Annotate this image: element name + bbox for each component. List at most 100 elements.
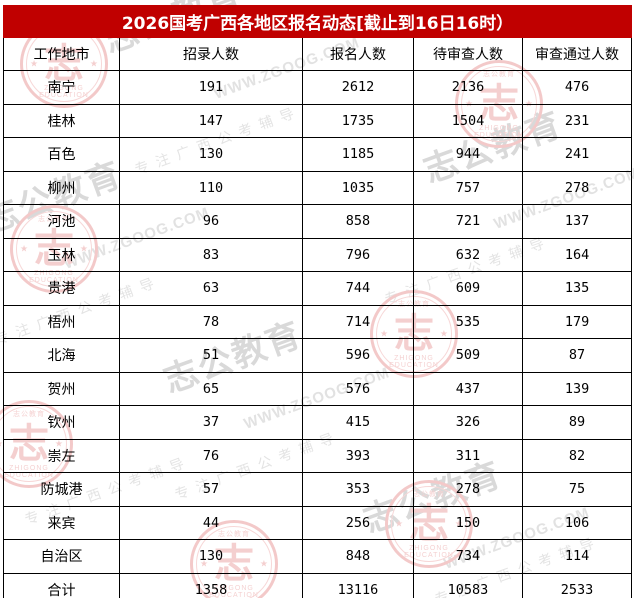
cell-apply: 744 xyxy=(302,271,414,306)
cell-recruit: 147 xyxy=(119,103,303,138)
column-header-passed: 审查通过人数 xyxy=(521,37,633,71)
column-header-pending: 待审查人数 xyxy=(413,37,523,71)
cell-apply: 596 xyxy=(302,338,414,373)
cell-passed: 164 xyxy=(521,237,633,272)
cell-passed: 106 xyxy=(521,505,633,540)
table-row: 梧州 78 714 535 179 xyxy=(3,304,633,339)
cell-pending: 150 xyxy=(413,505,523,540)
cell-pending: 311 xyxy=(413,438,523,473)
cell-city: 崇左 xyxy=(3,438,120,473)
cell-city: 北海 xyxy=(3,338,120,373)
cell-pending: 437 xyxy=(413,371,523,406)
cell-city: 钦州 xyxy=(3,405,120,440)
column-header-apply: 报名人数 xyxy=(302,37,414,71)
cell-recruit: 57 xyxy=(119,472,303,507)
cell-passed: 89 xyxy=(521,405,633,440)
column-header-recruit: 招录人数 xyxy=(119,37,303,71)
cell-apply: 858 xyxy=(302,204,414,239)
cell-pending: 509 xyxy=(413,338,523,373)
cell-apply: 1735 xyxy=(302,103,414,138)
cell-pending: 326 xyxy=(413,405,523,440)
cell-recruit: 96 xyxy=(119,204,303,239)
table-row: 贵港 63 744 609 135 xyxy=(3,271,633,306)
table-row: 自治区 130 848 734 114 xyxy=(3,539,633,574)
cell-recruit: 65 xyxy=(119,371,303,406)
column-header-city: 工作地市 xyxy=(3,37,120,71)
table-row: 百色 130 1185 944 241 xyxy=(3,137,633,172)
cell-pending: 721 xyxy=(413,204,523,239)
cell-city: 桂林 xyxy=(3,103,120,138)
cell-recruit: 191 xyxy=(119,70,303,105)
table-row: 玉林 83 796 632 164 xyxy=(3,237,633,272)
cell-apply: 13116 xyxy=(302,572,414,598)
table-row: 北海 51 596 509 87 xyxy=(3,338,633,373)
cell-apply: 796 xyxy=(302,237,414,272)
cell-pending: 944 xyxy=(413,137,523,172)
table-row: 合计 1358 13116 10583 2533 xyxy=(3,572,633,598)
cell-passed: 278 xyxy=(521,170,633,205)
cell-apply: 1035 xyxy=(302,170,414,205)
cell-pending: 757 xyxy=(413,170,523,205)
cell-city: 柳州 xyxy=(3,170,120,205)
cell-recruit: 51 xyxy=(119,338,303,373)
cell-apply: 415 xyxy=(302,405,414,440)
cell-passed: 476 xyxy=(521,70,633,105)
cell-city: 玉林 xyxy=(3,237,120,272)
cell-passed: 179 xyxy=(521,304,633,339)
cell-pending: 535 xyxy=(413,304,523,339)
cell-apply: 1185 xyxy=(302,137,414,172)
cell-city: 贵港 xyxy=(3,271,120,306)
cell-recruit: 1358 xyxy=(119,572,303,598)
cell-passed: 241 xyxy=(521,137,633,172)
cell-city: 南宁 xyxy=(3,70,120,105)
cell-passed: 135 xyxy=(521,271,633,306)
cell-recruit: 130 xyxy=(119,137,303,172)
data-table: 2026国考广西各地区报名动态[截止到16日16时） 工作地市 招录人数 报名人… xyxy=(2,5,633,598)
cell-apply: 256 xyxy=(302,505,414,540)
table-body: 南宁 191 2612 2136 476 桂林 147 1735 1504 231 百色 130 118… xyxy=(3,70,633,598)
table-row: 贺州 65 576 437 139 xyxy=(3,371,633,406)
cell-apply: 353 xyxy=(302,472,414,507)
cell-city: 贺州 xyxy=(3,371,120,406)
cell-passed: 231 xyxy=(521,103,633,138)
table-head: 2026国考广西各地区报名动态[截止到16日16时） xyxy=(2,5,633,38)
cell-apply: 714 xyxy=(302,304,414,339)
cell-passed: 137 xyxy=(521,204,633,239)
cell-pending: 1504 xyxy=(413,103,523,138)
cell-city: 河池 xyxy=(3,204,120,239)
cell-recruit: 44 xyxy=(119,505,303,540)
cell-recruit: 83 xyxy=(119,237,303,272)
column-header-row-group: 工作地市 招录人数 报名人数 待审查人数 审查通过人数 xyxy=(3,37,633,71)
cell-apply: 848 xyxy=(302,539,414,574)
registration-statistics-table: 2026国考广西各地区报名动态[截止到16日16时） 工作地市 招录人数 报名人… xyxy=(2,5,633,598)
cell-pending: 734 xyxy=(413,539,523,574)
table-row: 河池 96 858 721 137 xyxy=(3,204,633,239)
column-header-row: 工作地市 招录人数 报名人数 待审查人数 审查通过人数 xyxy=(3,37,633,71)
table-row: 钦州 37 415 326 89 xyxy=(3,405,633,440)
table-row: 桂林 147 1735 1504 231 xyxy=(3,103,633,138)
cell-pending: 2136 xyxy=(413,70,523,105)
cell-city: 百色 xyxy=(3,137,120,172)
cell-pending: 278 xyxy=(413,472,523,507)
cell-pending: 609 xyxy=(413,271,523,306)
cell-city: 自治区 xyxy=(3,539,120,574)
cell-recruit: 63 xyxy=(119,271,303,306)
cell-pending: 632 xyxy=(413,237,523,272)
cell-apply: 576 xyxy=(302,371,414,406)
page-title: 2026国考广西各地区报名动态[截止到16日16时） xyxy=(2,5,633,38)
cell-pending: 10583 xyxy=(413,572,523,598)
cell-recruit: 110 xyxy=(119,170,303,205)
cell-passed: 82 xyxy=(521,438,633,473)
cell-recruit: 78 xyxy=(119,304,303,339)
cell-passed: 75 xyxy=(521,472,633,507)
cell-city: 梧州 xyxy=(3,304,120,339)
table-row: 来宾 44 256 150 106 xyxy=(3,505,633,540)
cell-apply: 2612 xyxy=(302,70,414,105)
table-row: 崇左 76 393 311 82 xyxy=(3,438,633,473)
title-row: 2026国考广西各地区报名动态[截止到16日16时） xyxy=(2,5,633,38)
cell-city: 防城港 xyxy=(3,472,120,507)
table-row: 防城港 57 353 278 75 xyxy=(3,472,633,507)
cell-city: 合计 xyxy=(3,572,120,598)
cell-recruit: 37 xyxy=(119,405,303,440)
